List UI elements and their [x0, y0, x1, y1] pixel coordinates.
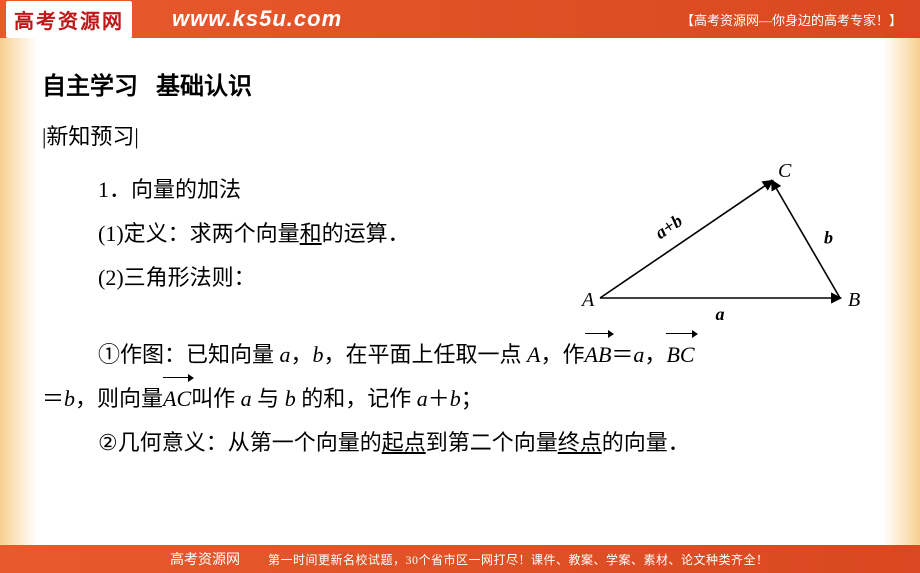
- vector-BC: BC: [666, 333, 694, 377]
- section-title-a: 自主学习: [42, 73, 138, 100]
- vector-AC: AC: [163, 377, 191, 421]
- footer-logo: 高考资源网: [170, 549, 240, 569]
- construction-text: ①作图：已知向量 a，b，在平面上任取一点 A，作AB＝a，BC ＝b，则向量A…: [42, 333, 880, 465]
- section-title-b: 基础认识: [156, 73, 252, 100]
- section-title: 自主学习基础认识: [42, 66, 880, 101]
- svg-text:A: A: [580, 289, 595, 311]
- svg-text:a: a: [716, 304, 725, 324]
- header-tagline: 【高考资源网—你身边的高考专家！】: [681, 10, 902, 29]
- logo: 高考资源网: [6, 1, 132, 38]
- footer-bar: 高考资源网 第一时间更新名校试题，30个省市区一网打尽！课件、教案、学案、素材、…: [0, 545, 920, 573]
- triangle-diagram: A B Ca b a+b: [570, 163, 880, 333]
- svg-text:B: B: [848, 289, 860, 311]
- vector-AB: AB: [585, 333, 612, 377]
- slide-content: 自主学习基础认识 |新知预习| ABCaba+b 1．向量的加法 (1)定义：求…: [0, 38, 920, 465]
- header-url: www.ks5u.com: [172, 6, 342, 32]
- header-bar: 高考资源网 www.ks5u.com 【高考资源网—你身边的高考专家！】: [0, 0, 920, 38]
- subsection-title: |新知预习|: [42, 119, 880, 151]
- svg-text:a+b: a+b: [651, 210, 686, 242]
- footer-text: 第一时间更新名校试题，30个省市区一网打尽！课件、教案、学案、素材、论文种类齐全…: [268, 551, 769, 568]
- svg-text:C: C: [778, 163, 792, 182]
- svg-text:b: b: [824, 228, 833, 248]
